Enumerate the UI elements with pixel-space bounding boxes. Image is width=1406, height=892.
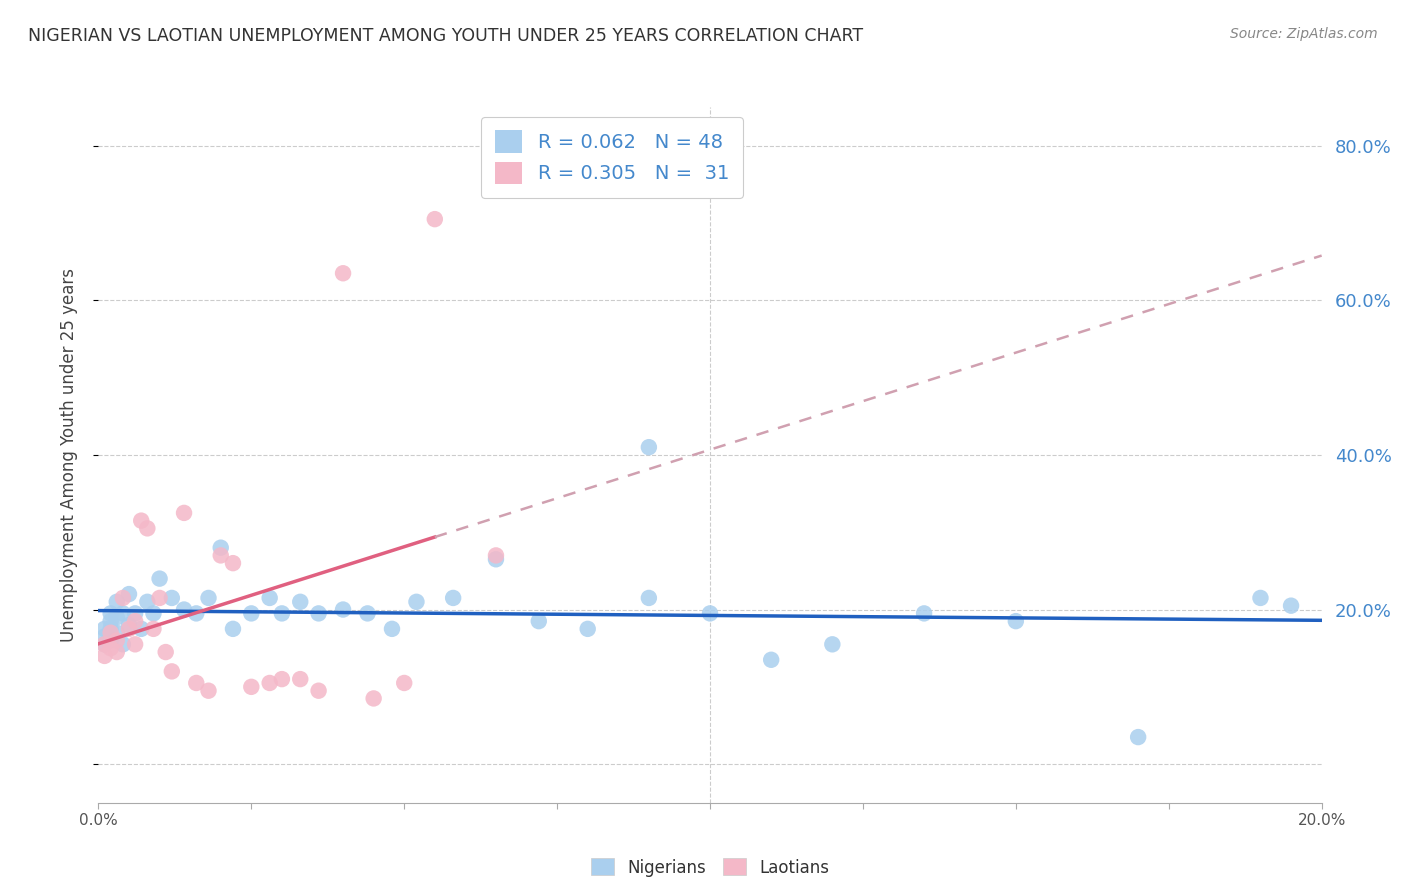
Point bbox=[485, 549, 508, 563]
Point bbox=[1249, 591, 1271, 605]
Y-axis label: Unemployment Among Youth under 25 years: Unemployment Among Youth under 25 years bbox=[59, 268, 77, 642]
Point bbox=[637, 440, 661, 454]
Point bbox=[124, 607, 146, 621]
Point bbox=[93, 622, 115, 636]
Point bbox=[93, 630, 115, 644]
Point bbox=[240, 680, 263, 694]
Point bbox=[308, 683, 330, 698]
Point bbox=[392, 676, 416, 690]
Point bbox=[363, 691, 385, 706]
Point bbox=[259, 591, 281, 605]
Point bbox=[124, 637, 146, 651]
Point bbox=[186, 607, 208, 621]
Point bbox=[155, 645, 177, 659]
Point bbox=[270, 607, 292, 621]
Point bbox=[100, 641, 122, 656]
Point bbox=[173, 602, 195, 616]
Point bbox=[259, 676, 281, 690]
Point bbox=[100, 622, 122, 636]
Point bbox=[173, 506, 195, 520]
Point bbox=[118, 618, 141, 632]
Point bbox=[332, 602, 354, 616]
Text: Source: ZipAtlas.com: Source: ZipAtlas.com bbox=[1230, 27, 1378, 41]
Point bbox=[527, 614, 550, 628]
Point bbox=[129, 514, 152, 528]
Point bbox=[111, 591, 134, 605]
Point bbox=[186, 676, 208, 690]
Point bbox=[136, 521, 159, 535]
Point bbox=[142, 622, 165, 636]
Point bbox=[105, 595, 128, 609]
Point bbox=[93, 637, 115, 651]
Point bbox=[1279, 599, 1302, 613]
Point bbox=[290, 595, 312, 609]
Text: NIGERIAN VS LAOTIAN UNEMPLOYMENT AMONG YOUTH UNDER 25 YEARS CORRELATION CHART: NIGERIAN VS LAOTIAN UNEMPLOYMENT AMONG Y… bbox=[28, 27, 863, 45]
Legend: Nigerians, Laotians: Nigerians, Laotians bbox=[582, 850, 838, 885]
Point bbox=[405, 595, 427, 609]
Point bbox=[240, 607, 263, 621]
Point bbox=[136, 595, 159, 609]
Point bbox=[111, 607, 134, 621]
Point bbox=[118, 622, 141, 636]
Point bbox=[105, 625, 128, 640]
Point bbox=[149, 591, 172, 605]
Point bbox=[637, 591, 661, 605]
Point bbox=[160, 665, 183, 679]
Point bbox=[270, 672, 292, 686]
Point bbox=[197, 591, 219, 605]
Point bbox=[100, 614, 122, 628]
Point bbox=[308, 607, 330, 621]
Point bbox=[759, 653, 782, 667]
Point bbox=[381, 622, 404, 636]
Point bbox=[118, 587, 141, 601]
Point bbox=[93, 648, 115, 663]
Point bbox=[142, 607, 165, 621]
Point bbox=[332, 266, 354, 280]
Point bbox=[485, 552, 508, 566]
Point bbox=[209, 541, 232, 555]
Point bbox=[129, 622, 152, 636]
Point bbox=[290, 672, 312, 686]
Point bbox=[160, 591, 183, 605]
Point bbox=[423, 212, 446, 227]
Point bbox=[1128, 730, 1150, 744]
Point bbox=[105, 633, 128, 648]
Point bbox=[576, 622, 599, 636]
Point bbox=[149, 572, 172, 586]
Point bbox=[222, 556, 245, 570]
Point bbox=[209, 549, 232, 563]
Point bbox=[124, 614, 146, 628]
Point bbox=[699, 607, 721, 621]
Point bbox=[100, 625, 122, 640]
Point bbox=[105, 610, 128, 624]
Point bbox=[1004, 614, 1026, 628]
Point bbox=[441, 591, 464, 605]
Point bbox=[912, 607, 935, 621]
Point bbox=[222, 622, 245, 636]
Point bbox=[356, 607, 378, 621]
Point bbox=[111, 637, 134, 651]
Point bbox=[821, 637, 844, 651]
Point bbox=[100, 633, 122, 648]
Point bbox=[105, 645, 128, 659]
Point bbox=[197, 683, 219, 698]
Point bbox=[93, 637, 115, 651]
Point bbox=[100, 607, 122, 621]
